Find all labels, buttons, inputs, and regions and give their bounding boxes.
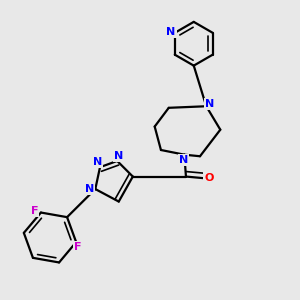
Text: N: N <box>93 157 102 167</box>
Text: N: N <box>179 155 188 165</box>
Text: O: O <box>204 173 213 183</box>
Text: N: N <box>114 151 123 161</box>
Text: N: N <box>206 99 214 110</box>
Text: N: N <box>85 184 94 194</box>
Text: F: F <box>74 242 82 252</box>
Text: N: N <box>167 27 176 37</box>
Text: F: F <box>31 206 38 216</box>
